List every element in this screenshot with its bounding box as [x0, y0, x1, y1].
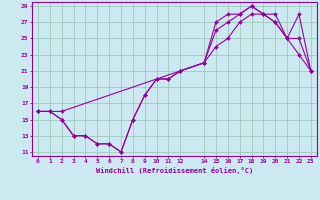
X-axis label: Windchill (Refroidissement éolien,°C): Windchill (Refroidissement éolien,°C): [96, 167, 253, 174]
